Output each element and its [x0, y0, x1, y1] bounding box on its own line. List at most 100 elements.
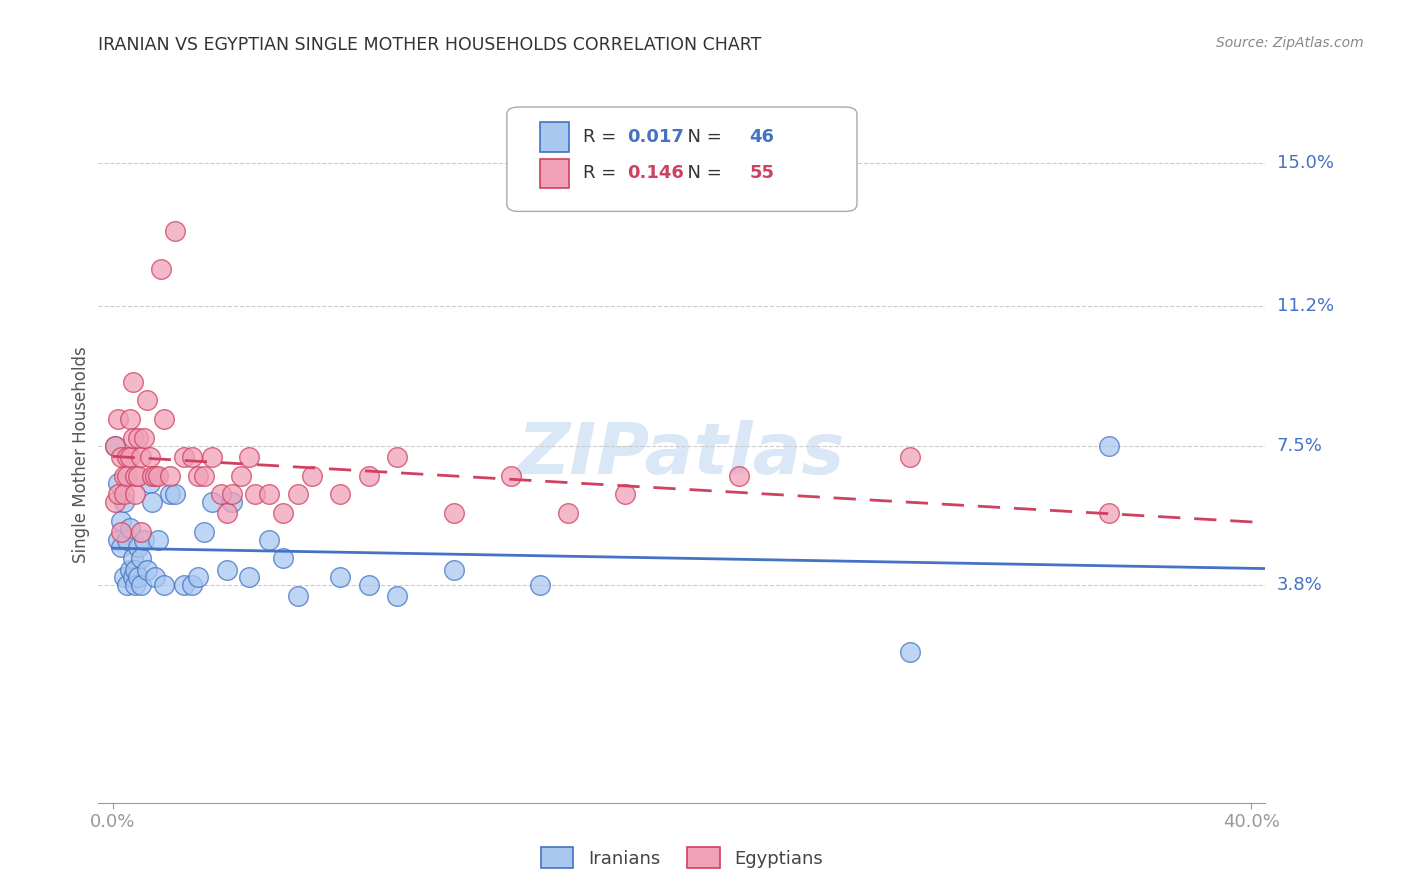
Text: Source: ZipAtlas.com: Source: ZipAtlas.com: [1216, 36, 1364, 50]
Point: [129, 577, 152, 591]
Point: [110, 514, 132, 528]
FancyBboxPatch shape: [540, 159, 568, 187]
Point: [165, 224, 187, 238]
Point: [443, 563, 465, 577]
Point: [115, 533, 138, 547]
Point: [150, 261, 173, 276]
Point: [138, 450, 160, 464]
Point: [221, 487, 243, 501]
Point: [387, 450, 409, 464]
Text: 46: 46: [749, 128, 775, 146]
Point: [193, 468, 215, 483]
Point: [124, 468, 146, 483]
Text: 3.8%: 3.8%: [1277, 575, 1322, 594]
Point: [153, 577, 176, 591]
Point: [118, 450, 141, 464]
Point: [129, 450, 152, 464]
Point: [141, 495, 163, 509]
Point: [110, 524, 132, 539]
Point: [273, 506, 295, 520]
Point: [115, 577, 138, 591]
Point: [301, 468, 323, 483]
Point: [287, 589, 309, 603]
Point: [1098, 506, 1121, 520]
Point: [221, 495, 243, 509]
Point: [173, 577, 195, 591]
Point: [121, 570, 143, 584]
Text: 0.017: 0.017: [627, 128, 683, 146]
Text: ZIPatlas: ZIPatlas: [519, 420, 845, 490]
Point: [529, 577, 551, 591]
Point: [124, 563, 146, 577]
Point: [104, 495, 127, 509]
Point: [159, 487, 181, 501]
Point: [124, 487, 146, 501]
Text: R =: R =: [582, 164, 621, 182]
Point: [132, 533, 155, 547]
Point: [727, 468, 749, 483]
Point: [1098, 438, 1121, 452]
Point: [153, 412, 176, 426]
Point: [187, 570, 209, 584]
Point: [143, 468, 166, 483]
Point: [165, 487, 187, 501]
Point: [118, 563, 141, 577]
Point: [127, 540, 149, 554]
Point: [215, 563, 238, 577]
Point: [201, 495, 224, 509]
Point: [257, 533, 280, 547]
Point: [287, 487, 309, 501]
Point: [129, 551, 152, 566]
Point: [181, 577, 204, 591]
Point: [209, 487, 232, 501]
Text: 0.146: 0.146: [627, 164, 683, 182]
Point: [159, 468, 181, 483]
Point: [104, 438, 127, 452]
Point: [118, 521, 141, 535]
Point: [127, 468, 149, 483]
Point: [112, 495, 135, 509]
Point: [124, 577, 146, 591]
Point: [229, 468, 252, 483]
Point: [173, 450, 195, 464]
Point: [132, 431, 155, 445]
Point: [215, 506, 238, 520]
Text: N =: N =: [676, 128, 727, 146]
Point: [129, 524, 152, 539]
Point: [112, 570, 135, 584]
Text: 55: 55: [749, 164, 775, 182]
Point: [898, 450, 921, 464]
Point: [127, 431, 149, 445]
Point: [104, 438, 127, 452]
Point: [187, 468, 209, 483]
Text: 7.5%: 7.5%: [1277, 436, 1323, 455]
Point: [614, 487, 637, 501]
Point: [181, 450, 204, 464]
Text: 15.0%: 15.0%: [1277, 154, 1333, 172]
Point: [118, 412, 141, 426]
Point: [329, 570, 352, 584]
Point: [121, 431, 143, 445]
Point: [201, 450, 224, 464]
Text: IRANIAN VS EGYPTIAN SINGLE MOTHER HOUSEHOLDS CORRELATION CHART: IRANIAN VS EGYPTIAN SINGLE MOTHER HOUSEH…: [98, 36, 762, 54]
Point: [243, 487, 266, 501]
Point: [257, 487, 280, 501]
Point: [238, 450, 260, 464]
Y-axis label: Single Mother Households: Single Mother Households: [72, 347, 90, 563]
Point: [148, 468, 170, 483]
Point: [135, 393, 157, 408]
Point: [115, 468, 138, 483]
Point: [112, 487, 135, 501]
Point: [115, 450, 138, 464]
Text: N =: N =: [676, 164, 727, 182]
Point: [357, 468, 380, 483]
Point: [329, 487, 352, 501]
Point: [501, 468, 523, 483]
Point: [107, 487, 129, 501]
Point: [148, 533, 170, 547]
Point: [121, 375, 143, 389]
Point: [143, 570, 166, 584]
Point: [387, 589, 409, 603]
Point: [112, 468, 135, 483]
Text: 11.2%: 11.2%: [1277, 297, 1334, 316]
